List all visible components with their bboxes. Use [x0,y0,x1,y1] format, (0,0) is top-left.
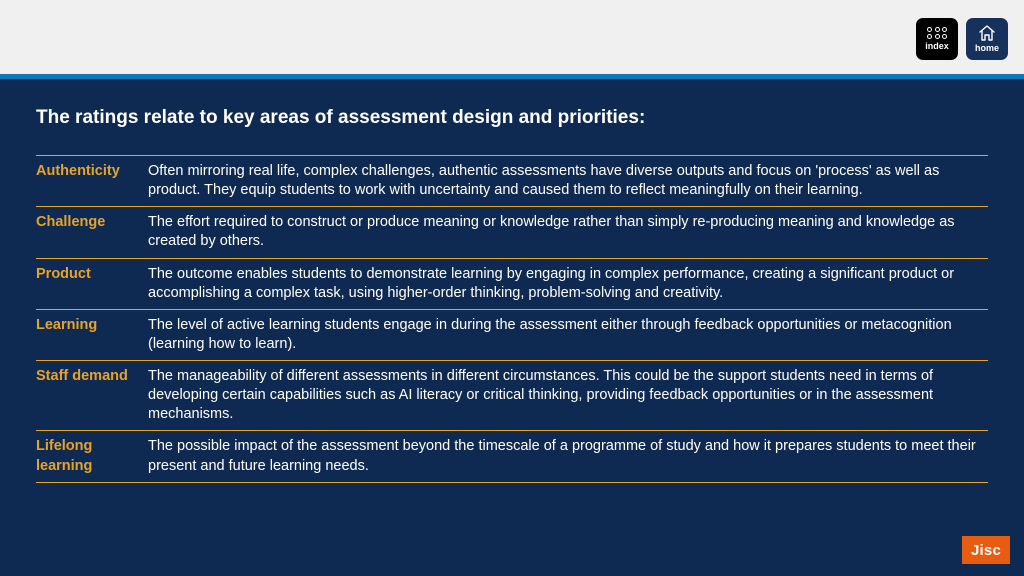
table-row: Lifelong learning The possible impact of… [36,431,988,482]
table-row: Challenge The effort required to constru… [36,207,988,258]
desc-cell: The level of active learning students en… [148,309,988,360]
desc-cell: The possible impact of the assessment be… [148,431,988,482]
main-content: The ratings relate to key areas of asses… [0,79,1024,576]
topbar: index home [0,0,1024,74]
table-row: Product The outcome enables students to … [36,258,988,309]
grid-icon [927,27,947,40]
page-heading: The ratings relate to key areas of asses… [36,107,988,129]
jisc-logo: Jisc [962,536,1010,564]
home-label: home [975,43,999,53]
table-row: Learning The level of active learning st… [36,309,988,360]
home-button[interactable]: home [966,18,1008,60]
index-label: index [925,41,949,51]
nav-buttons: index home [916,18,1008,60]
desc-cell: The manageability of different assessmen… [148,361,988,431]
desc-cell: The outcome enables students to demonstr… [148,258,988,309]
term-cell: Lifelong learning [36,431,148,482]
index-button[interactable]: index [916,18,958,60]
table-row: Staff demand The manageability of differ… [36,361,988,431]
term-cell: Learning [36,309,148,360]
term-cell: Staff demand [36,361,148,431]
desc-cell: Often mirroring real life, complex chall… [148,156,988,207]
term-cell: Authenticity [36,156,148,207]
ratings-table: Authenticity Often mirroring real life, … [36,155,988,483]
home-icon [978,25,996,41]
term-cell: Challenge [36,207,148,258]
desc-cell: The effort required to construct or prod… [148,207,988,258]
table-row: Authenticity Often mirroring real life, … [36,156,988,207]
term-cell: Product [36,258,148,309]
slide: index home The ratings relate to key are… [0,0,1024,576]
